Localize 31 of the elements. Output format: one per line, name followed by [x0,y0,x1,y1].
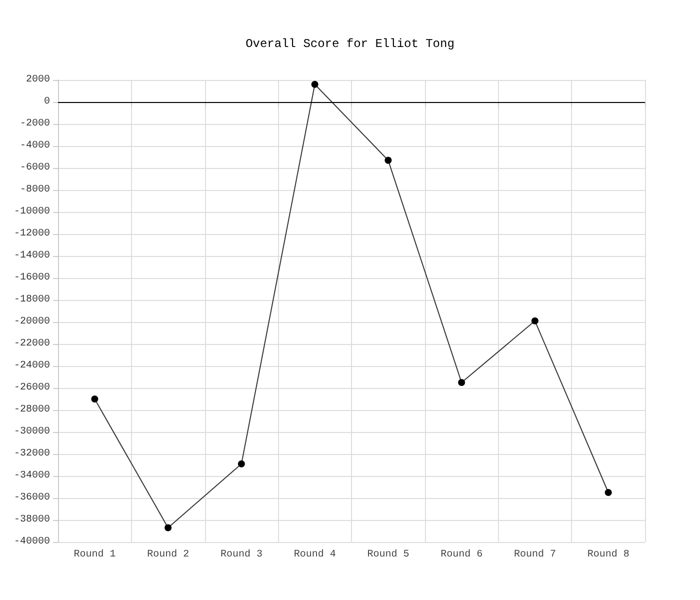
x-tick-label: Round 7 [514,548,556,560]
x-tick-label: Round 3 [220,548,262,560]
y-tick-label: -34000 [14,470,50,482]
y-tick-label: -16000 [14,272,50,284]
y-tick-label: -40000 [14,536,50,548]
y-tick-label: -18000 [14,294,50,306]
y-tick-label: 2000 [26,74,50,86]
x-tick-label: Round 2 [147,548,190,560]
x-tick-label: Round 6 [440,548,483,560]
y-tick-label: -2000 [20,118,50,130]
y-tick-label: -12000 [14,228,50,240]
y-tick-label: -4000 [20,140,50,152]
y-tick-label: -14000 [14,250,50,262]
x-tick-label: Round 1 [74,548,116,560]
x-tick-label: Round 5 [367,548,410,560]
y-tick-label: -22000 [14,338,50,350]
chart-title: Overall Score for Elliot Tong [246,37,454,51]
y-tick-label: -26000 [14,382,50,394]
x-tick-label: Round 8 [587,548,630,560]
x-tick-label: Round 4 [294,548,336,560]
y-tick-label: -6000 [20,162,50,174]
y-tick-label: -24000 [14,360,50,372]
y-tick-label: -30000 [14,426,50,438]
y-tick-label: -10000 [14,206,50,218]
y-tick-label: -32000 [14,448,50,460]
y-tick-label: -36000 [14,492,50,504]
y-tick-label: 0 [44,96,50,108]
y-tick-label: -28000 [14,404,50,416]
y-tick-label: -20000 [14,316,50,328]
y-tick-label: -8000 [20,184,50,196]
y-tick-label: -38000 [14,514,50,526]
